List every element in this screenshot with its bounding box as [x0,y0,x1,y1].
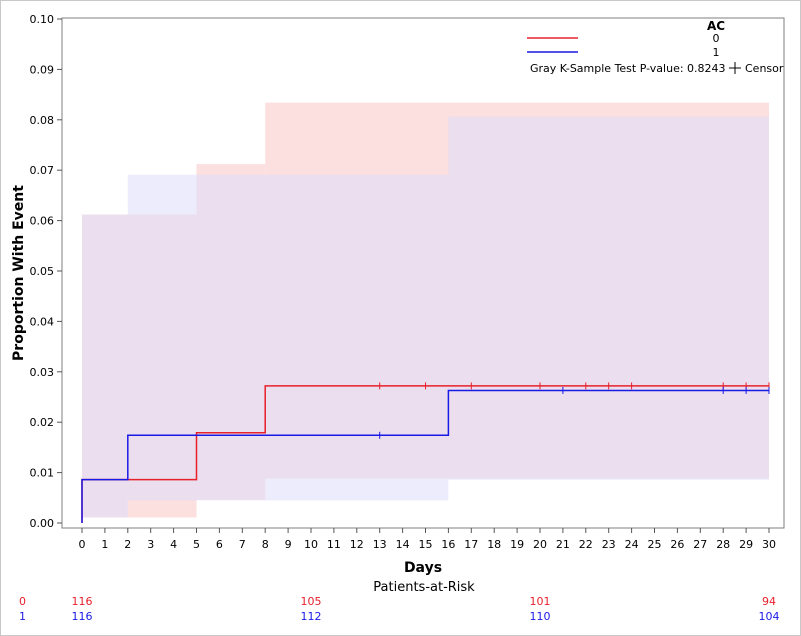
y-tick-label-9: 0.09 [30,63,55,76]
x-tick-label-13: 13 [373,538,387,551]
x-tick-label-24: 24 [625,538,639,551]
x-tick-label-11: 11 [327,538,341,551]
patients-at-risk-table: Patients-at-Risk 0 116 105 101 94 1 116 112 110 10… [19,580,780,623]
x-tick-label-9: 9 [285,538,292,551]
x-tick-label-29: 29 [739,538,753,551]
x-axis: 0 1 2 3 4 5 6 7 8 9 10 11 12 13 14 15 16 17 18 19 20 21 22 23 24… [79,528,776,576]
plot-border [61,17,785,529]
x-tick-label-1: 1 [101,538,108,551]
x-tick-label-23: 23 [602,538,616,551]
risk-count-group-0-day-20: 101 [530,595,551,608]
x-tick-label-19: 19 [510,538,524,551]
x-tick-label-12: 12 [350,538,364,551]
risk-count-group-0-day-10: 105 [301,595,322,608]
x-tick-label-14: 14 [396,538,410,551]
legend-censor-label: Censor [745,62,784,75]
x-tick-label-16: 16 [441,538,455,551]
x-tick-label-22: 22 [579,538,593,551]
plot-area [61,17,785,529]
y-axis-title: Proportion With Event [11,185,27,361]
x-tick-label-3: 3 [147,538,154,551]
risk-count-group-0-day-0: 116 [72,595,93,608]
x-tick-label-0: 0 [79,538,86,551]
risk-row-group-1: 1 [19,610,26,623]
y-tick-label-6: 0.06 [30,215,55,228]
x-tick-label-10: 10 [304,538,318,551]
legend-label-series-1: 1 [713,46,720,59]
x-tick-label-6: 6 [216,538,223,551]
risk-count-group-1-day-30: 104 [759,610,780,623]
legend-test-text: Gray K-Sample Test P-value: 0.8243 [530,62,726,75]
band-series-1-0 [82,214,128,518]
step-line-series-1 [81,389,769,523]
x-tick-label-21: 21 [556,538,570,551]
risk-table-title: Patients-at-Risk [373,580,475,595]
y-tick-label-8: 0.08 [30,114,55,127]
y-tick-label-1: 0.01 [30,467,55,480]
band-series-1-1 [127,174,449,501]
y-tick-label-3: 0.03 [30,366,55,379]
x-tick-label-7: 7 [239,538,246,551]
x-tick-label-26: 26 [670,538,684,551]
risk-count-group-1-day-0: 116 [72,610,93,623]
x-tick-label-8: 8 [262,538,269,551]
y-tick-label-2: 0.02 [30,416,55,429]
band-series-1-2 [448,116,769,480]
x-axis-title: Days [404,560,442,576]
y-tick-label-0: 0.00 [30,517,55,530]
x-tick-label-25: 25 [648,538,662,551]
x-tick-label-17: 17 [464,538,478,551]
x-tick-label-28: 28 [716,538,730,551]
risk-count-group-0-day-30: 94 [762,595,776,608]
censor-marks [379,382,770,439]
legend-title: AC [707,19,725,33]
series-lines [81,385,769,523]
x-tick-label-20: 20 [533,538,547,551]
x-tick-label-5: 5 [193,538,200,551]
legend-label-series-0: 0 [713,32,720,45]
x-tick-label-18: 18 [487,538,501,551]
x-tick-label-30: 30 [762,538,776,551]
x-tick-label-4: 4 [170,538,177,551]
risk-count-group-1-day-20: 110 [530,610,551,623]
y-axis: 0.00 0.01 0.02 0.03 0.04 0.05 0.06 0.07 0.08 0.09… [11,13,62,530]
risk-row-group-0: 0 [19,595,26,608]
y-tick-label-4: 0.04 [30,315,55,328]
x-tick-label-2: 2 [124,538,131,551]
confidence-bands [82,102,769,518]
y-tick-label-10: 0.10 [30,13,55,26]
y-tick-label-5: 0.05 [30,265,55,278]
x-tick-label-27: 27 [693,538,707,551]
risk-count-group-1-day-10: 112 [301,610,322,623]
x-tick-label-15: 15 [419,538,433,551]
y-tick-label-7: 0.07 [30,164,55,177]
